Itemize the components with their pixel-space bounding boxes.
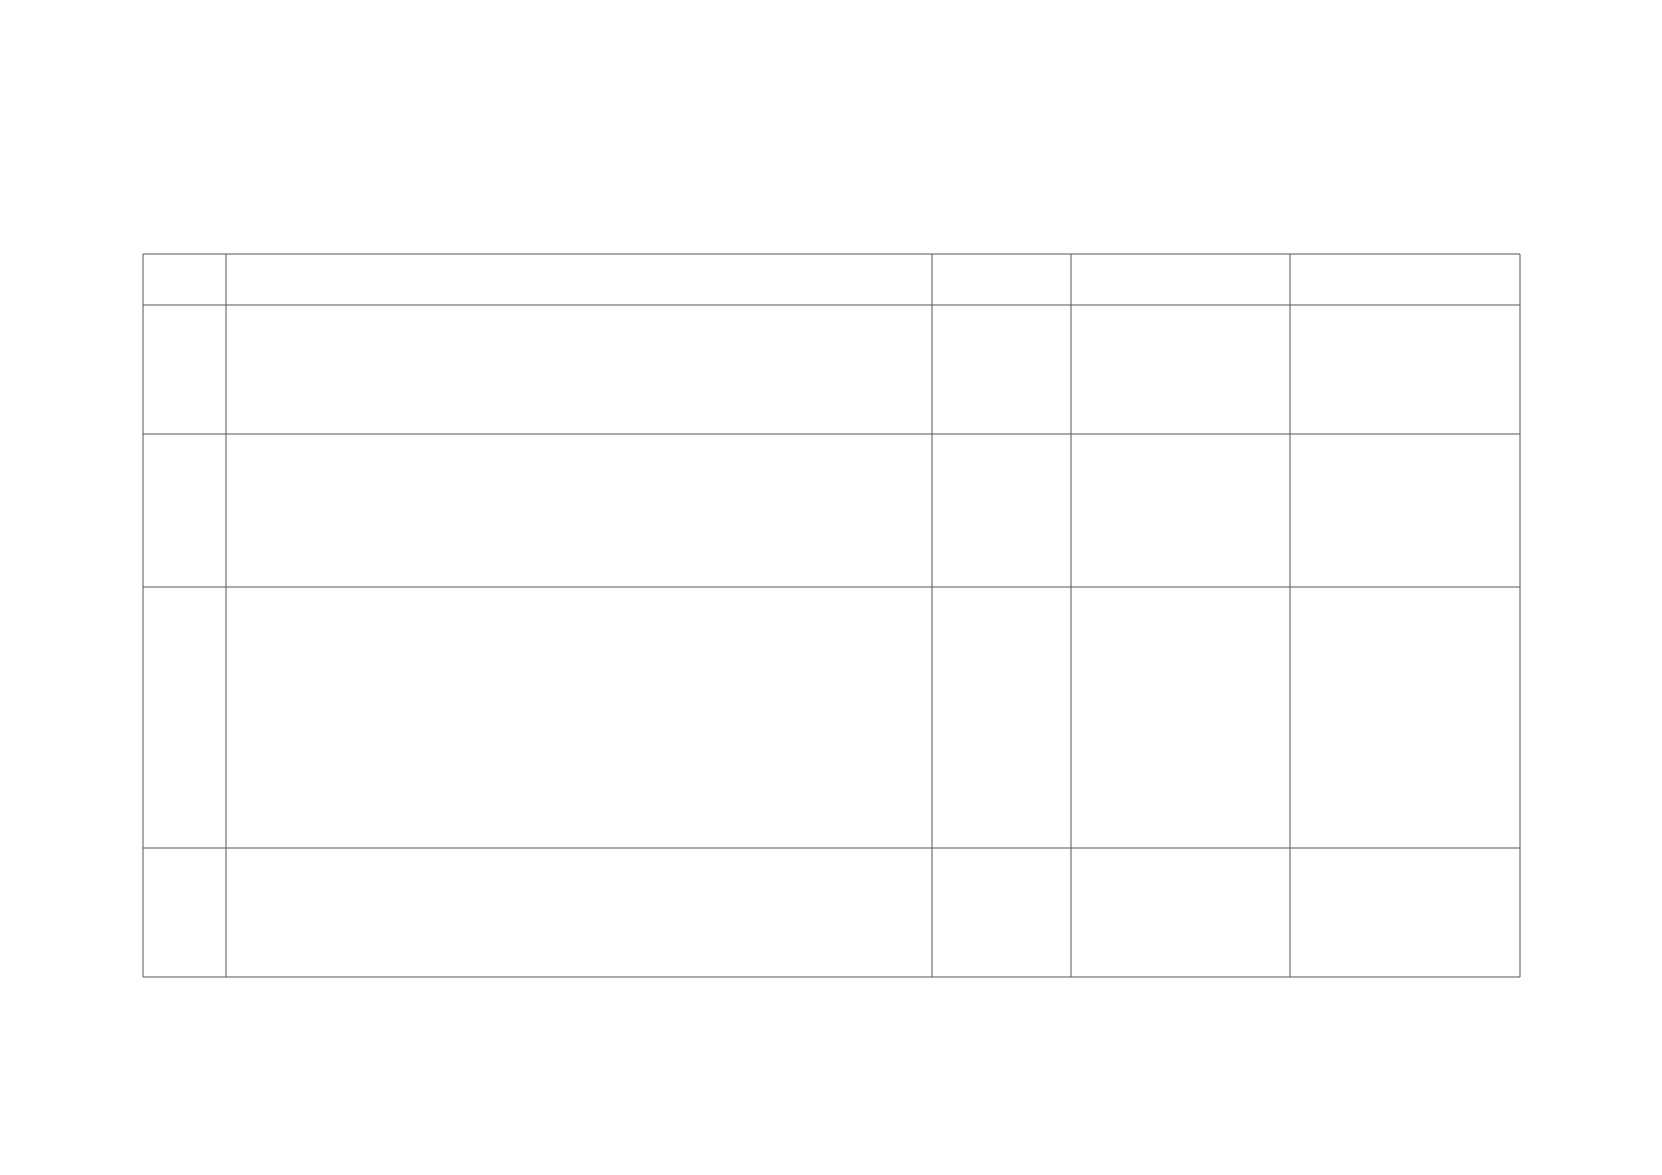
empty-table xyxy=(142,253,1521,978)
